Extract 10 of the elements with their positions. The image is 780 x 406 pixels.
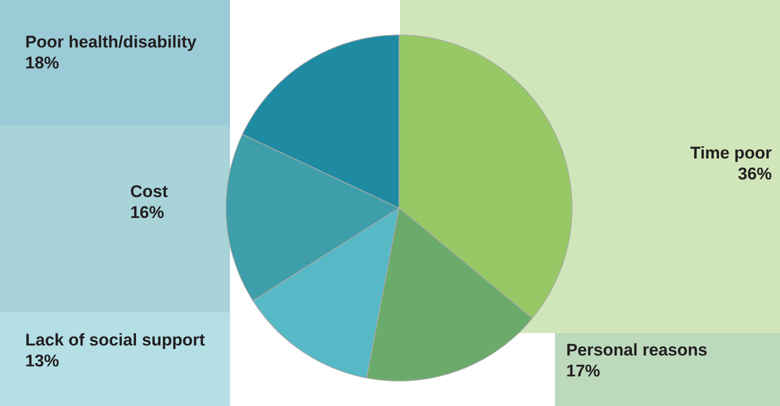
slice-label: Time poor bbox=[690, 146, 772, 162]
data-label: 18% bbox=[26, 56, 59, 69]
data-label: 13% bbox=[26, 354, 59, 367]
slice-label: Lack of social support bbox=[26, 333, 205, 349]
slice-label: Poor health/disability bbox=[26, 35, 196, 51]
slice-label: Cost bbox=[130, 185, 168, 198]
data-label: 17% bbox=[567, 364, 600, 377]
data-label: 36% bbox=[738, 168, 772, 180]
data-label: 16% bbox=[131, 206, 164, 218]
slice-label: Personal reasons bbox=[567, 343, 707, 356]
